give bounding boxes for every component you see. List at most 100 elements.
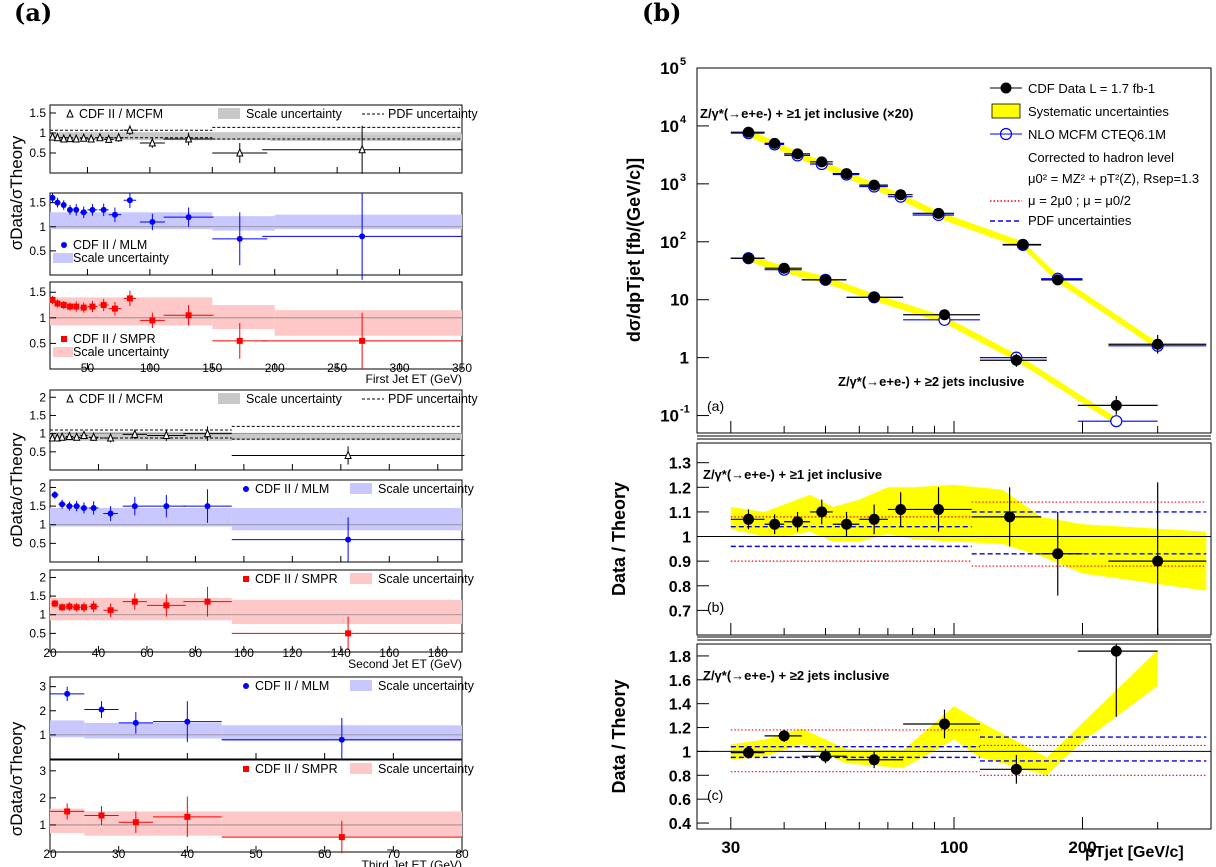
right_ratio_2jet-ytick-label: 1.6 [669,673,691,690]
left_second-panel3-point [52,601,58,607]
left_first-xtick-label: 50 [81,361,95,375]
spectrum-ytick-label: 10 [670,291,689,310]
right_ratio_1jet-point [895,504,906,515]
left_third-panel1-point [99,707,105,713]
left_third-panel1-point [64,691,70,697]
spectrum-annotation-1jet: Z/γ*(→e+e-) + ≥1 jet inclusive (×20) [700,106,913,121]
left_first-panel3-ytick-label: 0.5 [29,336,46,350]
left_second-panel3-point [108,607,114,613]
left_second-panel1-legend-band-swatch [218,393,240,404]
left_second-panel3-point [66,604,72,610]
left_first-panel3-point [89,304,95,310]
left_second-panel1-legend-marker-label: CDF II / MCFM [79,392,163,406]
left_second-panel2-legend-marker-label: CDF II / MLM [255,482,329,496]
legend-scale-def-label: μ0² = MZ² + pT²(Z), Rsep=1.3 [1028,171,1199,186]
left_first-panel2-point [237,236,243,242]
right-xtick-label: 30 [721,838,740,857]
left_third-panel1-legend-marker-label: CDF II / MLM [255,679,329,693]
left_second-panel2-point [59,501,65,507]
left_first-panel3-point [186,312,192,318]
left_first-panel2-point [67,207,73,213]
right_ratio_1jet-point [841,519,852,530]
legend-data-label: CDF Data L = 1.7 fb-1 [1028,81,1155,96]
left_third-panel1-point [133,720,139,726]
spectrum-ytick-label: 10 [660,175,679,194]
right_ratio_2jet-point [869,754,880,765]
left_first-xtick-label: 250 [327,361,347,375]
left_first-panel3-ytick-label: 1.5 [29,285,46,299]
left_second-panel3-point [132,599,138,605]
left_first-panel3-point [81,305,87,311]
left_first-xlabel: First Jet ET (GeV) [366,372,462,386]
right_ratio_1jet-point [1152,556,1163,567]
right_ratio_1jet-point [933,504,944,515]
left_second-panel3-point [74,604,80,610]
right_ratio_1jet-point [816,506,827,517]
left_second-panel3-legend-band-label: Scale uncertainty [378,572,475,586]
right_ratio_1jet-ytick-label: 0.7 [669,603,691,620]
spectrum-ytick-exp: 2 [680,230,686,242]
left_second-xlabel: Second Jet ET (GeV) [348,657,462,671]
left_first-panel2-point [101,207,107,213]
left_first-panel2-legend-marker [61,242,67,248]
right_ratio_1jet-ytick-label: 1.3 [669,456,691,473]
spectrum-data-marker [1152,339,1163,350]
left_first-panel1-legend-marker-label: CDF II / MCFM [79,107,163,121]
left_third-panel2-point [339,834,345,840]
left_second-ylabel: σData/σTheory [7,432,26,547]
legend-mu-label: μ = 2μ0 ; μ = μ0/2 [1028,193,1131,208]
left_third-panel1-legend-band-label: Scale uncertainty [378,679,475,693]
right_ratio_2jet-ytick-label: 1 [682,744,691,761]
spectrum-panel-tag: (a) [707,398,724,414]
left_third-panel2-legend-marker-label: CDF II / SMPR [255,762,338,776]
left_first-panel2-scale-band [212,216,274,230]
left_second-panel3-point [345,630,351,636]
left_first-panel2-point [186,214,192,220]
left_second-panel1-legend-band-label: Scale uncertainty [246,392,343,406]
left_third-panel1-legend-marker [243,683,249,689]
spectrum-data-marker [841,168,852,179]
left_second-panel3-ytick-label: 1.5 [29,589,46,603]
left_third-panel1-point [339,737,345,743]
left_second-panel1-ytick-label: 2 [39,390,46,404]
left_second-panel2-ytick-label: 1.5 [29,499,46,513]
left_first-panel2-point [127,197,133,203]
left_third-xtick-label: 40 [181,847,195,861]
right_ratio_2jet-ytick-label: 1.4 [669,697,691,714]
legend-nlo-label: NLO MCFM CTEQ6.1M [1028,127,1166,142]
left_first-panel3-point [359,338,365,344]
left_second-panel2-point [81,505,87,511]
left_first-panel3-scale-band [275,310,462,336]
left_first-panel3-point [149,317,155,323]
spectrum-data-marker [1052,274,1063,285]
left_first-ylabel: σData/σTheory [7,135,26,250]
left_first-panel3-point [127,295,133,301]
left_second-panel2-point [91,505,97,511]
right_ratio_2jet-point [939,718,950,729]
left_first-panel3-point [67,304,73,310]
left_first-panel2-ytick-label: 1 [39,220,46,234]
right_ratio_2jet-ytick-label: 0.6 [669,792,691,809]
spectrum-annotation-2jets: Z/γ*(→e+e-) + ≥2 jets inclusive [838,374,1024,389]
left_second-xtick-label: 120 [282,646,302,660]
left_third-xtick-label: 30 [112,847,126,861]
left_first-panel3-point [73,304,79,310]
right_ratio_1jet-ytick-label: 1 [682,530,691,547]
legend-syst-swatch [992,104,1020,118]
left_second-xtick-label: 80 [189,646,203,660]
left_first-panel2-point [73,207,79,213]
left_second-panel2-point [132,503,138,509]
right_ratio_2jet-point [1111,646,1122,657]
spectrum-ytick-exp: -1 [680,404,690,416]
left_third-panel1-legend-band-swatch [350,680,372,691]
right_ratio_1jet-point [769,519,780,530]
right-xlabel: pTjet [GeV/c] [1085,844,1184,861]
spectrum-data-marker [1011,355,1022,366]
left_third-panel2-legend-band-swatch [350,763,372,774]
left_second-panel1-ytick-label: 0.5 [29,445,46,459]
left_first-panel2-legend-marker-label: CDF II / MLM [73,238,147,252]
left_second-panel2-point [205,503,211,509]
right_ratio_1jet-panel-tag: (b) [707,599,724,615]
left_first-panel2-point [54,200,60,206]
left_first-panel3-ytick-label: 1 [39,311,46,325]
